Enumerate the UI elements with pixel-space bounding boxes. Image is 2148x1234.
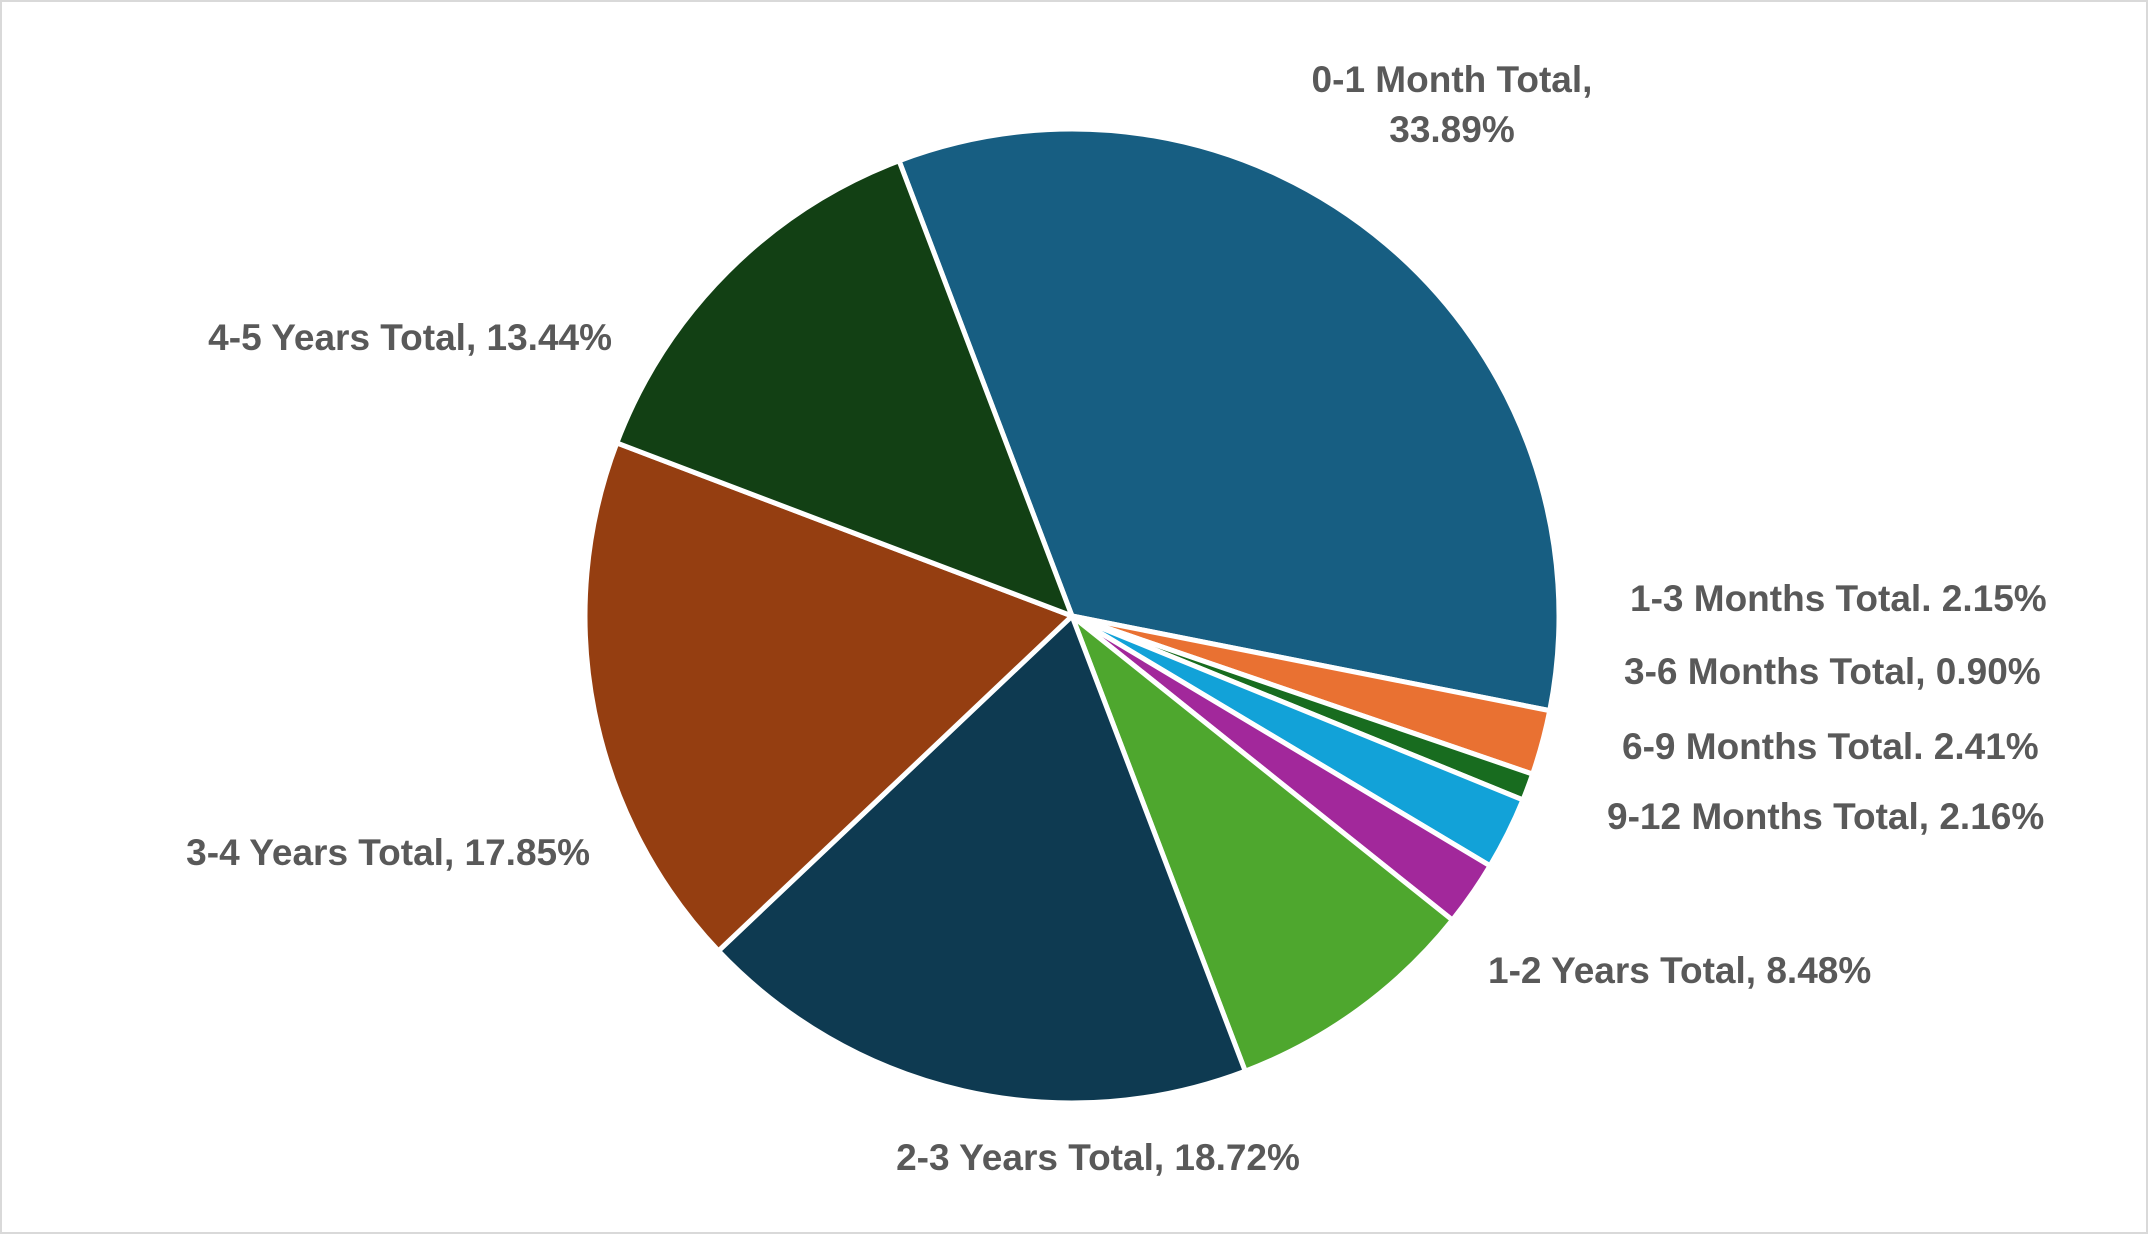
data-label-line: 33.89% [1389, 109, 1515, 150]
pie-slice-4-5-years-total [614, 158, 1075, 619]
data-label-line: 3-4 Years Total, 17.85% [186, 832, 590, 873]
pie-slice-1-2-years-total [1069, 613, 1455, 1074]
data-label-6-9-months-total: 6-9 Months Total. 2.41% [1622, 726, 2039, 767]
data-label-3-4-years-total: 3-4 Years Total, 17.85% [186, 832, 590, 873]
data-label-line: 0-1 Month Total, [1312, 59, 1593, 100]
data-label-line: 6-9 Months Total. 2.41% [1622, 726, 2039, 767]
pie-slice-0-1-month-total [896, 126, 1562, 714]
pie-slice-2-3-years-total [715, 613, 1248, 1106]
data-label-4-5-years-total: 4-5 Years Total, 13.44% [208, 317, 612, 358]
data-label-line: 4-5 Years Total, 13.44% [208, 317, 612, 358]
data-label-line: 2-3 Years Total, 18.72% [896, 1137, 1300, 1178]
pie-data-labels: 0-1 Month Total, 33.89% 1-3 Months Total. … [186, 59, 2047, 1178]
data-label-1-3-months-total: 1-3 Months Total. 2.15% [1630, 578, 2047, 619]
data-label-line: 1-2 Years Total, 8.48% [1488, 950, 1871, 991]
data-label-line: 1-3 Months Total. 2.15% [1630, 578, 2047, 619]
data-label-line: 3-6 Months Total, 0.90% [1624, 651, 2041, 692]
data-label-1-2-years-total: 1-2 Years Total, 8.48% [1488, 950, 1871, 991]
pie-slices [582, 126, 1562, 1106]
data-label-line: 9-12 Months Total, 2.16% [1607, 796, 2044, 837]
data-label-2-3-years-total: 2-3 Years Total, 18.72% [896, 1137, 1300, 1178]
data-label-3-6-months-total: 3-6 Months Total, 0.90% [1624, 651, 2041, 692]
data-label-0-1-month-total: 0-1 Month Total, 33.89% [1312, 59, 1593, 150]
data-label-9-12-months-total: 9-12 Months Total, 2.16% [1607, 796, 2044, 837]
